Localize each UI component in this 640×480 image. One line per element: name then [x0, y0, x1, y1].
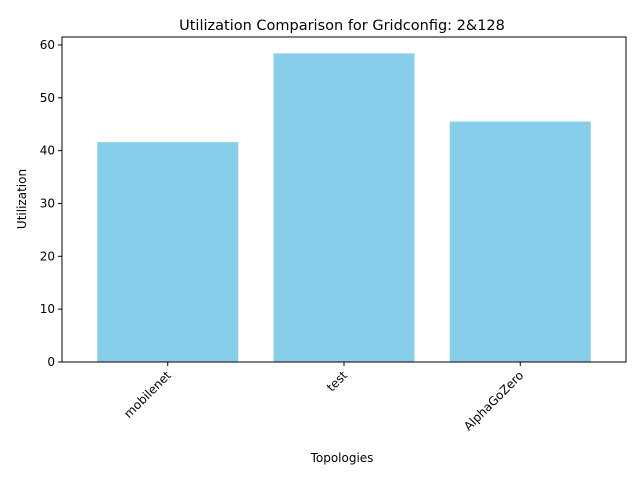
y-axis-ticks: 0 10 20 30 40 50 60: [40, 38, 62, 369]
x-tick-label: mobilenet: [121, 368, 174, 421]
y-axis-label: Utilization: [15, 169, 29, 229]
y-tick-label: 20: [40, 249, 55, 263]
chart-title: Utilization Comparison for Gridconfig: 2…: [179, 18, 505, 34]
x-tick-label: test: [324, 368, 350, 394]
bar-mobilenet: [97, 142, 239, 362]
bar-alphagozero: [449, 121, 591, 362]
y-tick-label: 10: [40, 302, 55, 316]
y-tick-label: 40: [40, 144, 55, 158]
y-tick-label: 60: [40, 38, 55, 52]
y-tick-label: 50: [40, 91, 55, 105]
x-axis-label: Topologies: [310, 451, 374, 465]
plot-frame: [61, 36, 627, 363]
y-tick-label: 0: [47, 355, 55, 369]
bar-test: [273, 53, 415, 363]
y-tick-label: 30: [40, 196, 55, 210]
x-axis-ticks: mobilenet test AlphaGoZero: [121, 362, 526, 434]
bars-group: [97, 53, 591, 363]
x-tick-label: AlphaGoZero: [461, 368, 526, 433]
